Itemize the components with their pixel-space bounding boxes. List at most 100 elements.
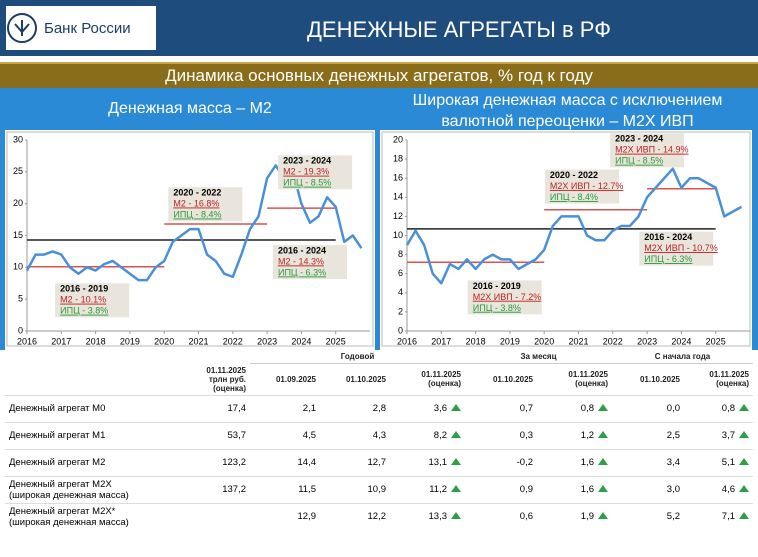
table-row: Денежный агрегат М2Х* (широкая денежная … xyxy=(5,502,753,530)
annotation-label: М2Х ИВП - 14.9% xyxy=(615,145,688,155)
chart-title: Денежная масса – М2 xyxy=(108,100,272,117)
column-header: 01.11.2025 трлн руб. (оценка) xyxy=(206,365,246,393)
table-cell: 1,6 xyxy=(537,475,612,503)
logo: Банк России xyxy=(6,6,156,50)
table-cell xyxy=(175,502,250,530)
annotation-cpi: ИПЦ - 8.5% xyxy=(283,178,331,188)
column-header: 01.10.2025 xyxy=(492,374,533,384)
x-tick-label: 2022 xyxy=(603,336,623,346)
table-cell: 12,9 xyxy=(250,502,320,530)
table-cell: 3,0 xyxy=(612,475,684,503)
column-header: 01.09.2025 xyxy=(275,374,316,384)
table-cell: 1,2 xyxy=(537,421,612,449)
x-tick-label: 2020 xyxy=(534,336,554,346)
column-header: 01.10.2025 xyxy=(345,374,386,384)
x-tick-label: 2018 xyxy=(86,336,106,346)
annotation-period: 2020 - 2022 xyxy=(173,187,221,197)
group-header: Годовой xyxy=(250,350,465,364)
table-cell: 53,7 xyxy=(175,421,250,449)
y-tick-label: 20 xyxy=(393,134,403,144)
annotation-box xyxy=(639,231,714,266)
table-cell: 0,8 xyxy=(537,394,612,422)
table-row: Денежный агрегат М1 53,7 4,5 4,3 8,2 0,3 1,2 2,… xyxy=(5,421,753,449)
column-header: 01.10.2025 xyxy=(639,374,680,384)
table-cell: 2,8 xyxy=(320,394,390,422)
table-cell: 2,5 xyxy=(612,421,684,449)
group-header: С начала года xyxy=(612,350,753,364)
row-name: Денежный агрегат М2Х (широкая денежная м… xyxy=(5,475,175,503)
row-name: Денежный агрегат М2Х* (широкая денежная … xyxy=(5,502,175,530)
annotation-period: 2016 - 2024 xyxy=(278,245,326,255)
x-tick-label: 2020 xyxy=(154,336,174,346)
y-tick-label: 15 xyxy=(13,230,23,240)
table-row: Денежный агрегат М2 123,2 14,4 12,7 13,1 -0,2… xyxy=(5,448,753,476)
x-tick-label: 2021 xyxy=(188,336,208,346)
annotation-box xyxy=(467,280,542,315)
annotation-cpi: ИПЦ - 8.4% xyxy=(550,192,598,202)
table-row: Денежный агрегат М2Х (широкая денежная м… xyxy=(5,475,753,503)
table-cell: 10,9 xyxy=(320,475,390,503)
x-tick-label: 2021 xyxy=(568,336,588,346)
column-header: 01.11.2025 (оценка) xyxy=(421,370,461,389)
subtitle: Динамика основных денежных агрегатов, % … xyxy=(0,62,758,88)
table-cell: 0,6 xyxy=(465,502,537,530)
table-row: Денежный агрегат М0 17,4 2,1 2,8 3,6 0,7 0,8 0,… xyxy=(5,394,753,422)
x-tick-label: 2025 xyxy=(326,336,346,346)
chart-title: Широкая денежная масса с исключением вал… xyxy=(412,92,723,130)
annotation-period: 2020 - 2022 xyxy=(550,170,598,180)
table-cell: 8,2 xyxy=(390,421,465,449)
y-tick-label: 0 xyxy=(18,325,23,335)
table-cell: 17,4 xyxy=(175,394,250,422)
table-cell: 3,6 xyxy=(390,394,465,422)
table-cell: 0,3 xyxy=(465,421,537,449)
data-line xyxy=(405,167,743,285)
x-tick-label: 2023 xyxy=(637,336,657,346)
annotation-period: 2016 - 2019 xyxy=(473,281,521,291)
annotation-label: М2Х ИВП - 10.7% xyxy=(644,243,717,253)
data-table: Годовой За месяц С начала года 01.11.2025 т… xyxy=(5,350,753,530)
x-tick-label: 2016 xyxy=(397,336,417,346)
annotation-box xyxy=(544,169,619,204)
table-cell: 12,2 xyxy=(320,502,390,530)
y-tick-label: 20 xyxy=(13,198,23,208)
table-cell: -0,2 xyxy=(465,448,537,476)
annotation-box xyxy=(272,245,347,280)
y-tick-label: 16 xyxy=(393,173,403,183)
table-cell: 13,1 xyxy=(390,448,465,476)
annotation-box xyxy=(278,155,353,190)
table-cell: 13,3 xyxy=(390,502,465,530)
annotation-period: 2023 - 2024 xyxy=(615,134,663,144)
annotation-label: М2Х ИВП - 7.2% xyxy=(473,292,541,302)
y-tick-label: 6 xyxy=(398,268,403,278)
column-header: 01.11.2025 (оценка) xyxy=(709,370,749,389)
plot-frame xyxy=(381,131,751,347)
title: ДЕНЕЖНЫЕ АГРЕГАТЫ в РФ xyxy=(307,17,611,42)
y-tick-label: 2 xyxy=(398,306,403,316)
column-header: 01.11.2025 (оценка) xyxy=(568,370,608,389)
annotation-label: М2 - 14.3% xyxy=(278,256,324,266)
annotation-period: 2023 - 2024 xyxy=(283,156,331,166)
row-name: Денежный агрегат М2 xyxy=(5,448,175,476)
table-cell: 1,9 xyxy=(537,502,612,530)
table-cell: 3,7 xyxy=(684,421,753,449)
x-tick-label: 2017 xyxy=(431,336,451,346)
y-tick-label: 12 xyxy=(393,211,403,221)
plot-frame xyxy=(6,131,374,347)
table-cell: 0,8 xyxy=(684,394,753,422)
table-cell: 14,4 xyxy=(250,448,320,476)
annotation-label: М2 - 16.8% xyxy=(173,198,219,208)
table-cell: 4,6 xyxy=(684,475,753,503)
table-cell: 11,2 xyxy=(390,475,465,503)
x-tick-label: 2024 xyxy=(291,336,311,346)
annotation-period: 2016 - 2024 xyxy=(644,232,692,242)
annotation-box xyxy=(168,187,243,222)
x-tick-label: 2016 xyxy=(17,336,37,346)
x-tick-label: 2022 xyxy=(223,336,243,346)
table-cell: 0,7 xyxy=(465,394,537,422)
annotation-box xyxy=(610,133,685,168)
x-tick-label: 2019 xyxy=(120,336,140,346)
x-tick-label: 2023 xyxy=(257,336,277,346)
table-cell: 5,2 xyxy=(612,502,684,530)
